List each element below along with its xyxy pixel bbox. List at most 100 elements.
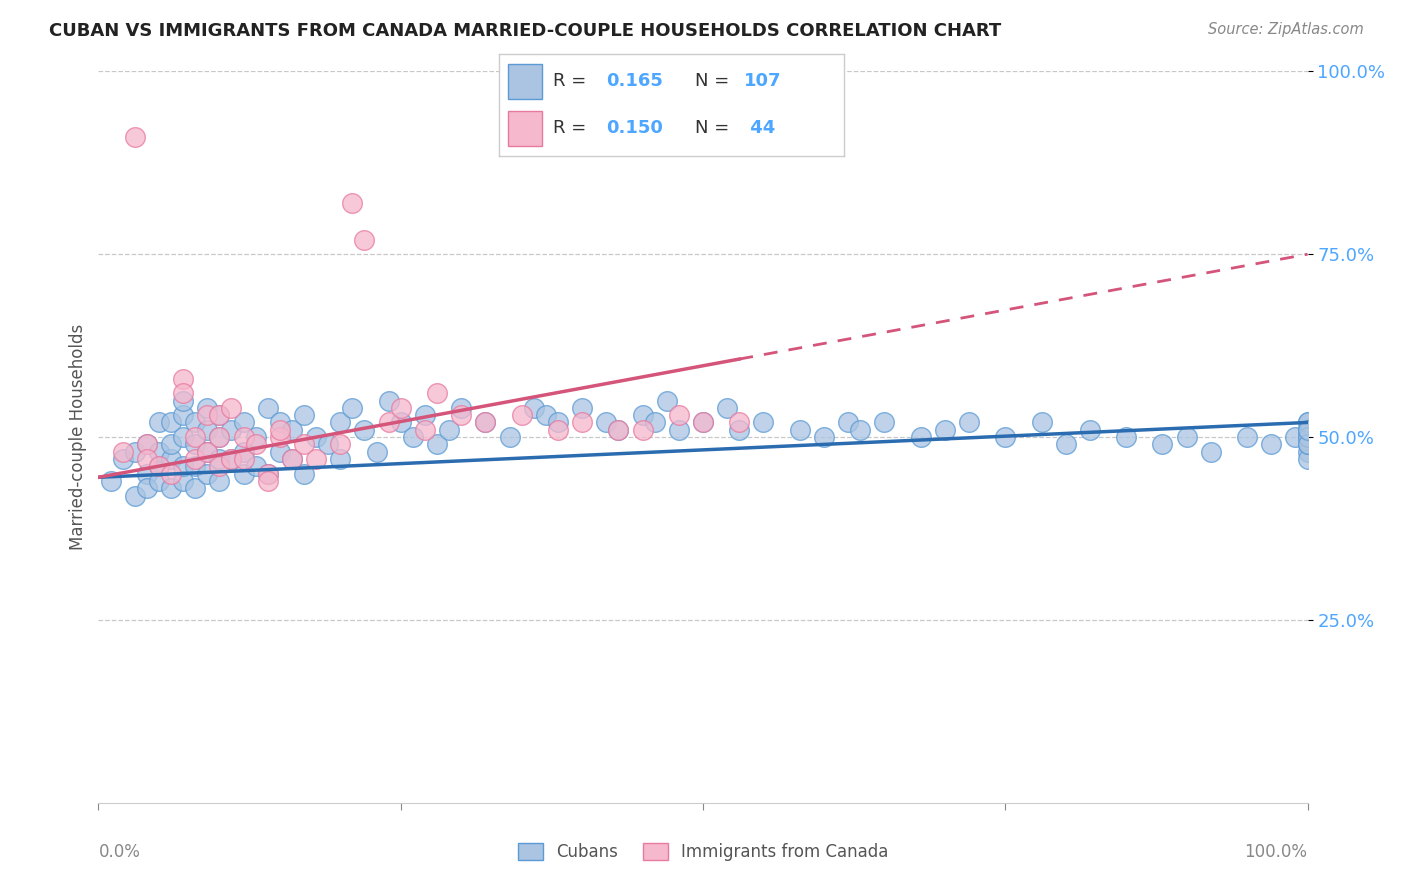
- Text: 107: 107: [744, 72, 782, 90]
- Point: [135, 437, 157, 451]
- Text: N =: N =: [696, 72, 735, 90]
- Point: [184, 481, 207, 495]
- Point: [269, 416, 291, 430]
- Point: [426, 437, 449, 451]
- Point: [100, 474, 122, 488]
- Point: [232, 467, 254, 481]
- Text: 0.0%: 0.0%: [98, 843, 141, 861]
- Point: [631, 423, 654, 437]
- Point: [644, 416, 666, 430]
- Point: [474, 416, 496, 430]
- Point: [172, 430, 194, 444]
- Point: [269, 444, 291, 458]
- Point: [208, 474, 231, 488]
- Point: [934, 423, 956, 437]
- Point: [281, 452, 304, 467]
- Point: [353, 233, 375, 247]
- Point: [195, 444, 218, 458]
- Point: [208, 430, 231, 444]
- Text: 0.165: 0.165: [606, 72, 662, 90]
- Point: [256, 467, 278, 481]
- Point: [1284, 430, 1306, 444]
- Point: [1296, 416, 1319, 430]
- Point: [571, 401, 593, 415]
- Point: [547, 416, 569, 430]
- Point: [366, 444, 388, 458]
- Point: [208, 430, 231, 444]
- Point: [245, 430, 267, 444]
- Bar: [508, 64, 543, 99]
- Point: [474, 416, 496, 430]
- Point: [1152, 437, 1174, 451]
- Point: [160, 437, 183, 451]
- Point: [1296, 416, 1319, 430]
- Point: [172, 386, 194, 401]
- Point: [571, 416, 593, 430]
- Text: R =: R =: [553, 72, 592, 90]
- Point: [1078, 423, 1101, 437]
- Point: [111, 444, 134, 458]
- Point: [692, 416, 714, 430]
- Point: [1296, 437, 1319, 451]
- Point: [135, 467, 157, 481]
- Point: [316, 437, 339, 451]
- Point: [160, 467, 183, 481]
- Bar: [508, 111, 543, 145]
- Point: [1199, 444, 1222, 458]
- Point: [329, 452, 352, 467]
- Point: [232, 444, 254, 458]
- Point: [221, 452, 243, 467]
- Point: [329, 416, 352, 430]
- Point: [1296, 430, 1319, 444]
- Point: [184, 416, 207, 430]
- Point: [1260, 437, 1282, 451]
- Point: [957, 416, 980, 430]
- Point: [668, 408, 690, 422]
- Point: [607, 423, 630, 437]
- Point: [148, 459, 170, 474]
- Point: [595, 416, 617, 430]
- Point: [245, 437, 267, 451]
- Point: [269, 430, 291, 444]
- Point: [184, 452, 207, 467]
- Legend: Cubans, Immigrants from Canada: Cubans, Immigrants from Canada: [510, 836, 896, 868]
- Point: [1296, 444, 1319, 458]
- Point: [450, 408, 472, 422]
- Point: [195, 408, 218, 422]
- Point: [135, 437, 157, 451]
- Point: [172, 393, 194, 408]
- Point: [837, 416, 859, 430]
- Point: [523, 401, 546, 415]
- Point: [281, 423, 304, 437]
- Point: [124, 489, 146, 503]
- Point: [305, 452, 328, 467]
- Point: [353, 423, 375, 437]
- Text: CUBAN VS IMMIGRANTS FROM CANADA MARRIED-COUPLE HOUSEHOLDS CORRELATION CHART: CUBAN VS IMMIGRANTS FROM CANADA MARRIED-…: [49, 22, 1001, 40]
- Point: [245, 459, 267, 474]
- Point: [172, 459, 194, 474]
- Point: [292, 467, 315, 481]
- Point: [124, 444, 146, 458]
- Point: [655, 393, 678, 408]
- Point: [195, 401, 218, 415]
- Point: [1296, 430, 1319, 444]
- Point: [728, 416, 751, 430]
- Point: [402, 430, 425, 444]
- Point: [873, 416, 896, 430]
- Text: Source: ZipAtlas.com: Source: ZipAtlas.com: [1208, 22, 1364, 37]
- Point: [1054, 437, 1077, 451]
- Point: [631, 408, 654, 422]
- Point: [1296, 423, 1319, 437]
- Point: [148, 459, 170, 474]
- Point: [413, 408, 436, 422]
- Point: [547, 423, 569, 437]
- Point: [389, 416, 412, 430]
- Point: [195, 423, 218, 437]
- Point: [256, 401, 278, 415]
- Point: [342, 196, 364, 211]
- Point: [195, 467, 218, 481]
- Point: [668, 423, 690, 437]
- Point: [1115, 430, 1137, 444]
- Point: [692, 416, 714, 430]
- Point: [148, 444, 170, 458]
